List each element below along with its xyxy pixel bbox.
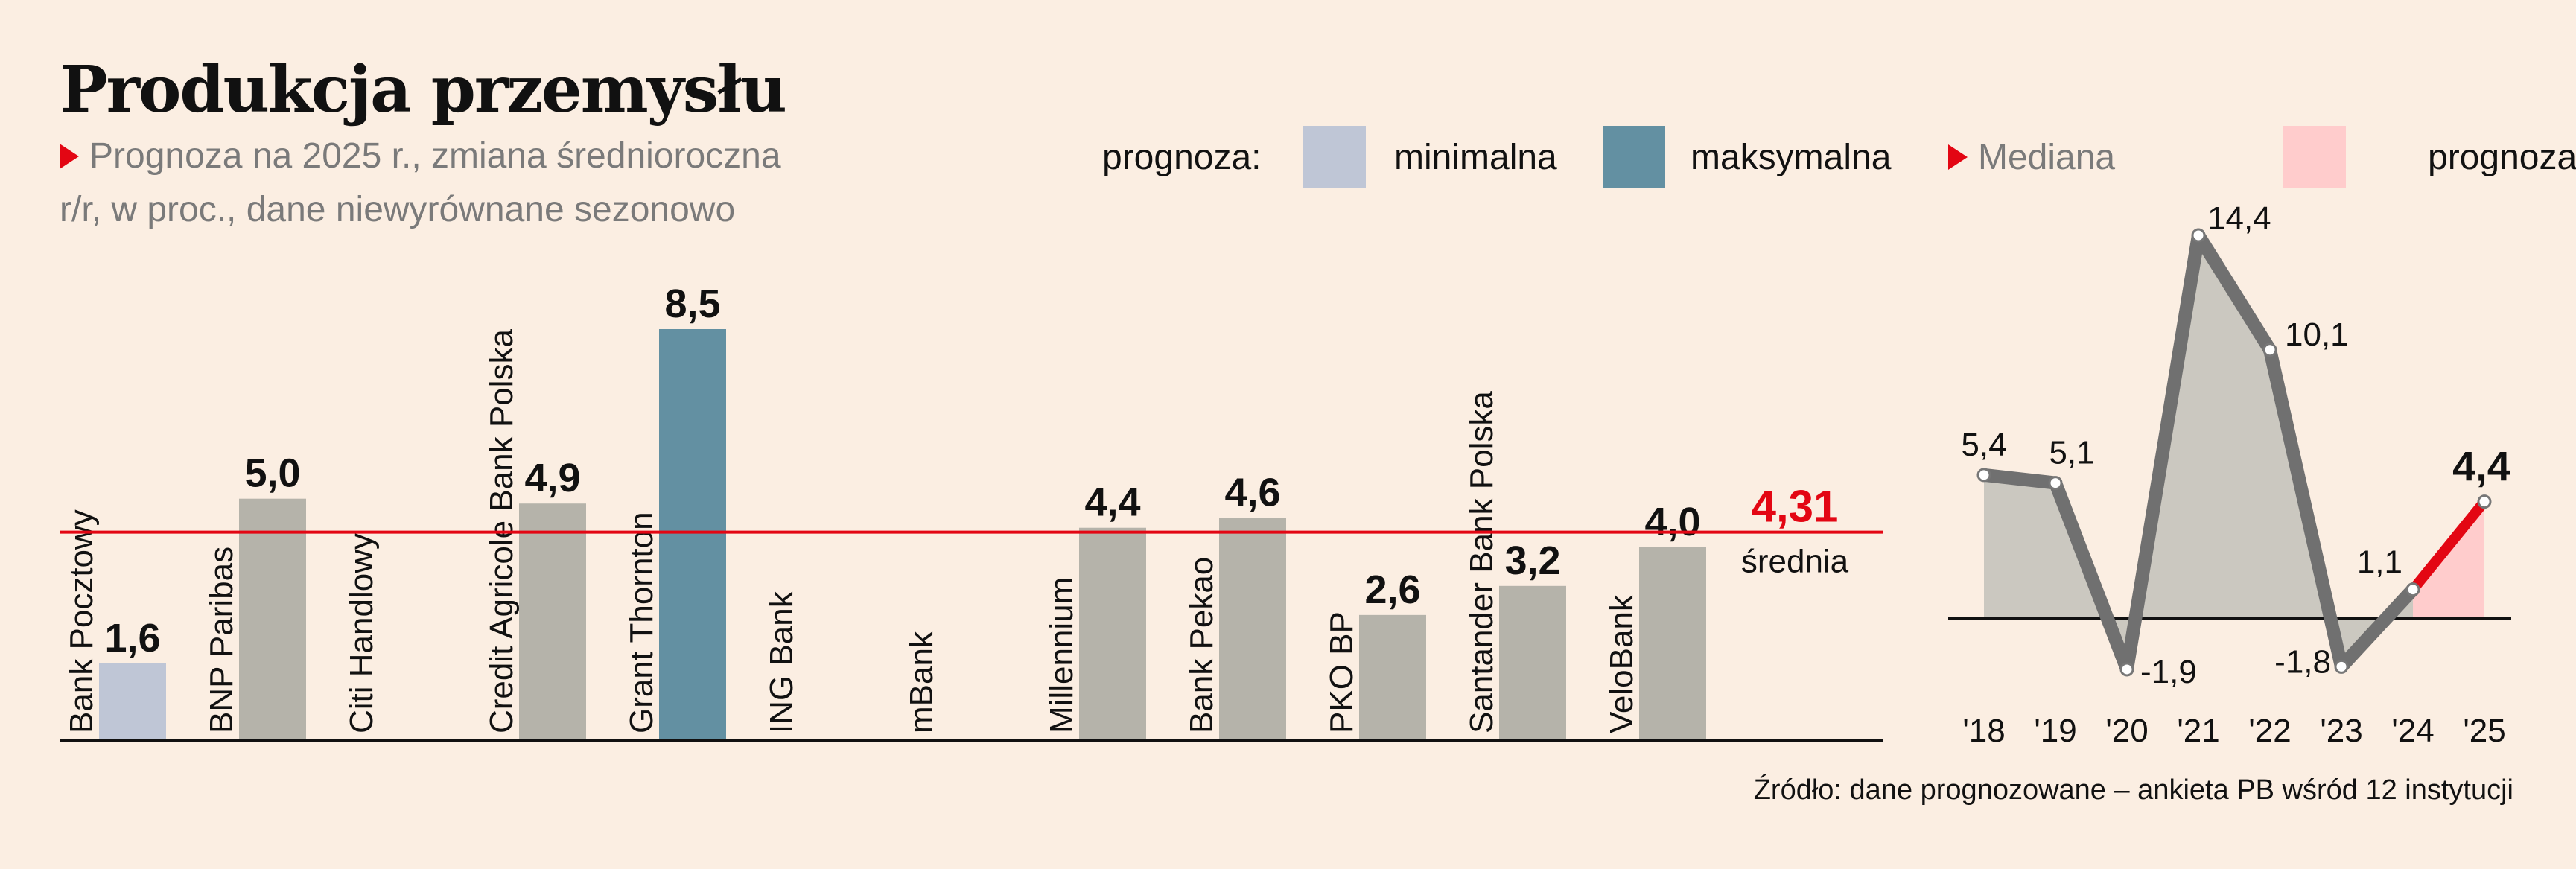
data-point [2334, 659, 2349, 674]
line-value-label: 5,4 [1961, 427, 2006, 463]
mean-caption: średnia [1741, 544, 1849, 580]
forecast-line [2408, 496, 2490, 595]
line-value-label: 1,1 [2357, 544, 2402, 581]
bar [519, 503, 586, 741]
legend-item-forecast: prognoza [2283, 124, 2576, 191]
bar [1219, 518, 1286, 741]
triangle-icon [1948, 144, 1968, 170]
bar-value-label: 4,6 [1224, 471, 1280, 515]
chart-title: Produkcja przemysłu [60, 52, 787, 127]
triangle-icon [60, 144, 79, 169]
bar-value-label: 4,4 [1084, 480, 1140, 525]
x-tick-label: '19 [2034, 713, 2076, 749]
bar-value-label: 8,5 [664, 281, 720, 326]
x-tick-label: '21 [2177, 713, 2219, 749]
bar-category-label: Bank Pocztowy [63, 509, 100, 733]
legend-label-minimal: minimalna [1394, 137, 1557, 177]
data-point [2119, 662, 2134, 677]
legend-label-maximal: maksymalna [1691, 137, 1892, 177]
line-value-label: 4,4 [2452, 443, 2510, 490]
bar-value-label: 4,9 [524, 456, 580, 500]
bar-value-label: 3,2 [1504, 538, 1560, 583]
bar-category-label: VeloBank [1603, 594, 1640, 733]
bar [659, 329, 726, 741]
legend-prefix: prognoza: [1102, 124, 1262, 191]
bar-category-label: Santander Bank Polska [1463, 391, 1500, 733]
x-tick-label: '22 [2248, 713, 2291, 749]
x-tick-label: '20 [2105, 713, 2148, 749]
legend-swatch-maximal [1603, 126, 1665, 188]
subtitle-text: Prognoza na 2025 r., zmiana średnioroczn… [60, 136, 781, 229]
x-tick-label: '25 [2463, 713, 2505, 749]
data-point [1976, 468, 1991, 483]
bar [1639, 547, 1706, 741]
bar [1359, 614, 1426, 741]
x-tick-label: '18 [1962, 713, 2005, 749]
bar-category-label: Citi Handlowy [343, 533, 380, 733]
x-tick-label: '24 [2391, 713, 2434, 749]
bar-value-label: 5,0 [244, 451, 300, 496]
history-area [1984, 235, 2413, 669]
bar-category-label: Bank Pekao [1183, 557, 1220, 733]
legend-swatch-forecast [2283, 126, 2346, 188]
line-value-label: -1,8 [2274, 643, 2331, 680]
bar-category-label: mBank [903, 631, 940, 733]
mean-value-label: 4,31 [1752, 482, 1839, 532]
data-point [2405, 582, 2420, 597]
legend-swatch-minimal [1303, 126, 1366, 188]
data-point [2262, 343, 2277, 357]
legend-item-minimal: minimalna [1303, 124, 1557, 191]
line-value-label: 10,1 [2285, 316, 2349, 353]
data-point [2048, 476, 2063, 491]
bar-value-label: 1,6 [104, 616, 160, 660]
legend: prognoza: minimalna maksymalna Mediana p… [1102, 124, 2576, 191]
data-point [2477, 494, 2492, 509]
line-value-label: 5,1 [2049, 435, 2094, 471]
bar [239, 498, 306, 741]
legend-prefix-text: prognoza: [1102, 137, 1262, 177]
chart-subtitle: Prognoza na 2025 r., zmiana średnioroczn… [60, 130, 819, 237]
bar-category-label: ING Bank [763, 591, 800, 733]
bar [1499, 585, 1566, 741]
legend-item-maximal: maksymalna [1603, 124, 1891, 191]
bar [1079, 527, 1146, 741]
bar [99, 663, 166, 741]
line-value-label: 14,4 [2207, 200, 2271, 237]
bar-value-label: 2,6 [1364, 567, 1420, 612]
bar-value-label: 4,0 [1644, 500, 1700, 544]
legend-item-median: Mediana [1948, 124, 2115, 191]
source-note: Źródło: dane prognozowane – ankieta PB w… [1753, 774, 2513, 806]
bar-category-label: PKO BP [1323, 611, 1360, 733]
legend-label-median: Mediana [1978, 137, 2116, 177]
data-point [2191, 228, 2206, 243]
bar-category-label: Millennium [1043, 577, 1080, 733]
bar-category-label: Grant Thornton [623, 512, 660, 733]
bar-category-label: BNP Paribas [203, 547, 240, 733]
x-tick-label: '23 [2320, 713, 2362, 749]
legend-label-forecast: prognoza [2428, 137, 2576, 177]
line-value-label: -1,9 [2140, 654, 2197, 690]
